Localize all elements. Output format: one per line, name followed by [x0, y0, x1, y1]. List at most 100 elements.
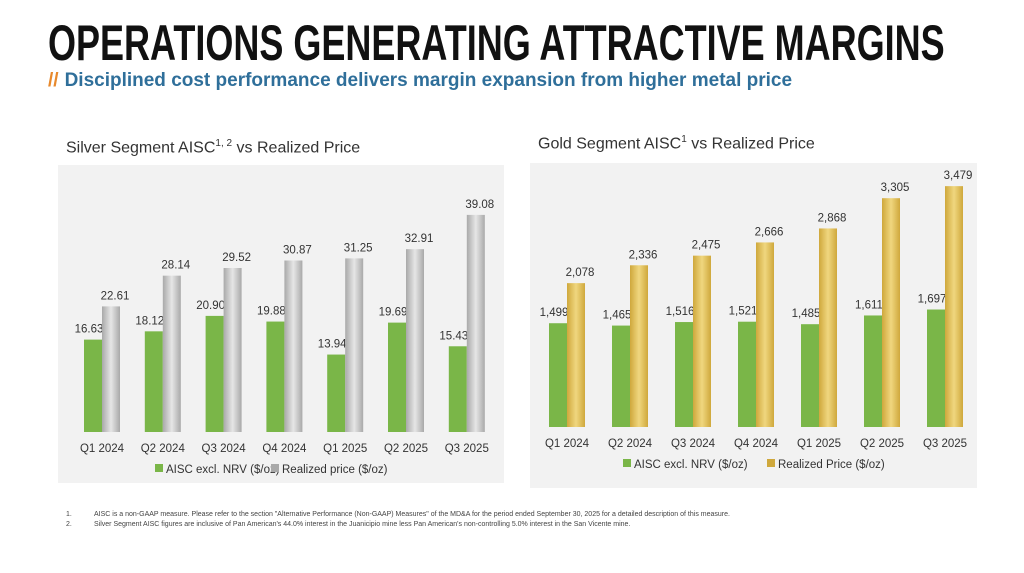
- aisc-bar: [205, 315, 224, 432]
- x-tick-label: Q2 2025: [860, 438, 904, 450]
- subtitle-mark: //: [48, 70, 59, 91]
- x-tick-label: Q3 2025: [923, 438, 967, 450]
- data-label: 18.12: [135, 315, 164, 327]
- aisc-bar: [864, 315, 882, 427]
- silver-chart-panel: 16.63 22.61 Q1 2024 18.12 28.14 Q2 2024 20.90 2…: [58, 165, 504, 483]
- page-title: OPERATIONS GENERATING ATTRACTIVE MARGINS: [48, 15, 945, 71]
- data-label: 22.61: [101, 290, 130, 302]
- aisc-bar: [801, 324, 819, 427]
- data-label: 1,521: [729, 306, 758, 318]
- realized-price-bar: [819, 228, 837, 427]
- data-label: 1,516: [666, 306, 695, 318]
- data-label: 2,078: [566, 267, 595, 279]
- legend-label-aisc: AISC excl. NRV ($/oz): [634, 459, 748, 471]
- data-label: 1,465: [603, 310, 632, 322]
- realized-price-bar: [630, 265, 648, 427]
- x-tick-label: Q4 2024: [734, 438, 779, 450]
- legend-swatch-realized: [767, 459, 775, 467]
- silver-title-rest: vs Realized Price: [232, 139, 361, 157]
- realized-price-bar: [693, 255, 711, 427]
- x-tick-label: Q1 2025: [797, 438, 841, 450]
- x-tick-label: Q1 2025: [323, 443, 367, 455]
- x-tick-label: Q3 2024: [671, 438, 716, 450]
- subtitle-text: Disciplined cost performance delivers ma…: [64, 70, 793, 91]
- silver-chart: 16.63 22.61 Q1 2024 18.12 28.14 Q2 2024 20.90 2…: [75, 199, 495, 476]
- data-label: 31.25: [344, 242, 373, 254]
- aisc-bar: [448, 346, 467, 432]
- realized-price-bar: [284, 260, 303, 432]
- data-label: 19.69: [379, 307, 408, 319]
- gold-chart-panel: 1,499 2,078 Q1 2024 1,465 2,336 Q2 2024 1,516 2…: [530, 163, 977, 488]
- aisc-bar: [388, 322, 406, 432]
- data-label: 2,666: [755, 226, 784, 238]
- footnote-text: AISC is a non-GAAP measure. Please refer…: [94, 511, 730, 518]
- legend-swatch-aisc: [623, 459, 631, 467]
- aisc-bar: [738, 321, 756, 427]
- x-tick-label: Q2 2024: [608, 438, 653, 450]
- realized-price-bar: [102, 306, 120, 432]
- aisc-bar: [84, 339, 102, 432]
- aisc-bar: [927, 309, 945, 427]
- realized-price-bar: [406, 249, 424, 432]
- data-label: 1,697: [918, 294, 947, 306]
- gold-chart: 1,499 2,078 Q1 2024 1,465 2,336 Q2 2024 1,516 2…: [540, 170, 973, 471]
- realized-price-bar: [945, 186, 963, 427]
- realized-price-bar: [345, 258, 364, 432]
- data-label: 1,485: [792, 308, 821, 320]
- footnote-text: Silver Segment AISC figures are inclusiv…: [94, 521, 631, 528]
- data-label: 30.87: [283, 245, 312, 257]
- data-label: 2,336: [629, 249, 658, 261]
- silver-title-text: Silver Segment AISC: [66, 139, 216, 157]
- x-tick-label: Q3 2025: [445, 443, 489, 455]
- data-label: 29.52: [222, 252, 251, 264]
- data-label: 15.43: [439, 330, 468, 342]
- data-label: 39.08: [465, 199, 494, 211]
- x-tick-label: Q4 2024: [262, 443, 307, 455]
- legend-label-realized: Realized price ($/oz): [282, 464, 388, 476]
- data-label: 19.88: [257, 306, 286, 318]
- realized-price-bar: [466, 214, 485, 432]
- gold-chart-title: Gold Segment AISC1 vs Realized Price: [538, 134, 815, 153]
- data-label: 2,475: [692, 240, 721, 252]
- data-label: 3,305: [881, 182, 910, 194]
- realized-price-bar: [756, 242, 774, 427]
- silver-chart-title: Silver Segment AISC1, 2 vs Realized Pric…: [66, 138, 360, 157]
- gold-title-text: Gold Segment AISC: [538, 135, 682, 153]
- realized-price-bar: [223, 268, 242, 432]
- data-label: 20.90: [196, 300, 225, 312]
- data-label: 13.94: [318, 339, 347, 351]
- legend-swatch-realized: [271, 464, 279, 472]
- legend-label-aisc: AISC excl. NRV ($/oz): [166, 464, 280, 476]
- aisc-bar: [327, 354, 346, 432]
- aisc-bar: [144, 331, 163, 432]
- gold-title-sup: 1: [681, 134, 687, 145]
- footnote-1: 1. AISC is a non-GAAP measure. Please ref…: [66, 511, 730, 518]
- x-tick-label: Q2 2025: [384, 443, 428, 455]
- data-label: 3,479: [944, 170, 973, 182]
- aisc-bar: [675, 322, 693, 427]
- data-label: 1,611: [855, 299, 883, 311]
- legend-swatch-aisc: [155, 464, 163, 472]
- aisc-bar: [549, 323, 567, 427]
- silver-title-sup: 1, 2: [215, 138, 233, 149]
- x-tick-label: Q1 2024: [80, 443, 125, 455]
- footnote-num: 1.: [66, 511, 72, 518]
- aisc-bar: [612, 325, 630, 427]
- data-label: 28.14: [161, 260, 190, 272]
- footnote-2: 2. Silver Segment AISC figures are inclus…: [66, 521, 630, 528]
- realized-price-bar: [162, 275, 181, 432]
- realized-price-bar: [882, 198, 900, 427]
- data-label: 1,499: [540, 307, 569, 319]
- aisc-bar: [266, 321, 285, 432]
- gold-title-rest: vs Realized Price: [686, 135, 815, 153]
- data-label: 16.63: [75, 324, 104, 336]
- data-label: 32.91: [405, 233, 434, 245]
- footnote-num: 2.: [66, 521, 72, 528]
- legend-label-realized: Realized Price ($/oz): [778, 459, 885, 471]
- x-tick-label: Q1 2024: [545, 438, 590, 450]
- x-tick-label: Q2 2024: [141, 443, 186, 455]
- realized-price-bar: [567, 283, 585, 427]
- x-tick-label: Q3 2024: [202, 443, 247, 455]
- page-subtitle: //Disciplined cost performance delivers …: [48, 70, 792, 92]
- data-label: 2,868: [818, 212, 847, 224]
